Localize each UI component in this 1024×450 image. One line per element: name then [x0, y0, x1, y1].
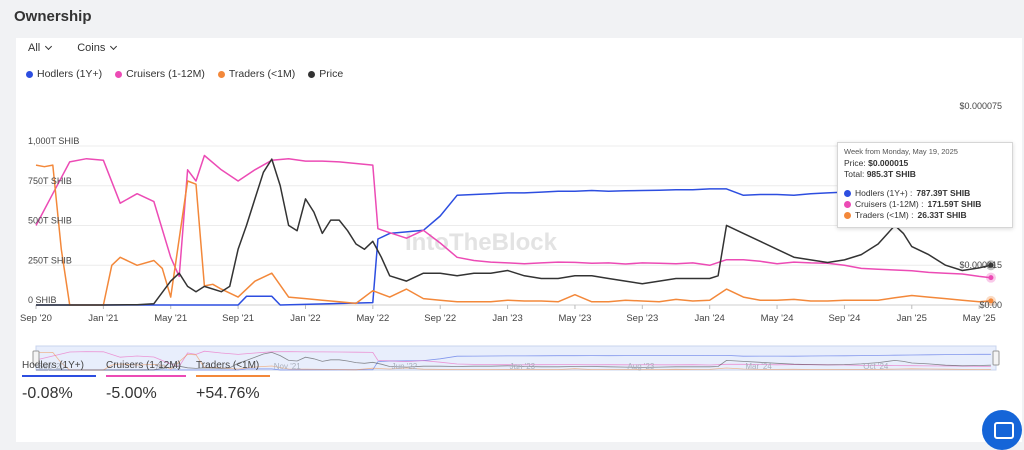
x-tick-label: May '22	[356, 313, 389, 324]
navigator-line	[36, 351, 991, 371]
tooltip-row-value: 26.33T SHIB	[917, 210, 967, 220]
x-tick-label: Jan '22	[290, 313, 320, 324]
y-left-tick-label: 0 SHIB	[28, 295, 57, 305]
chat-support-button[interactable]	[982, 410, 1022, 450]
tooltip-total: Total: 985.3T SHIB	[844, 169, 1006, 180]
navigator-line	[35, 351, 991, 371]
stat-cruisers: Cruisers (1-12M) -5.00%	[106, 360, 186, 403]
stat-hodlers: Hodlers (1Y+) -0.08%	[22, 360, 96, 403]
unit-filter-dropdown[interactable]: Coins	[77, 42, 118, 54]
navigator-label: Nov '21	[274, 362, 301, 371]
y-left-tick-label: 500T SHIB	[28, 216, 72, 226]
x-tick-label: Jan '23	[492, 313, 522, 324]
legend-dot-icon	[217, 70, 225, 78]
navigator-handle	[992, 350, 1000, 366]
navigator-handle	[32, 350, 40, 366]
stat-traders: Traders (<1M) +54.76%	[196, 360, 270, 403]
series-line-cruisers	[35, 154, 991, 279]
y-right-tick-label: $0.00	[979, 300, 1002, 310]
watermark-text: IntoTheBlock	[405, 229, 558, 256]
legend-label: Hodlers (1Y+)	[37, 68, 103, 80]
x-tick-label: Sep '24	[828, 313, 860, 324]
x-tick-label: Jan '21	[88, 313, 118, 324]
stat-label: Traders (<1M)	[196, 360, 270, 377]
unit-filter-label: Coins	[77, 42, 106, 54]
tooltip-row-label: Hodlers (1Y+) :	[855, 188, 913, 198]
filters-bar: All Coins	[28, 42, 118, 54]
tooltip-row-hodlers: Hodlers (1Y+) : 787.39T SHIB	[844, 188, 1006, 199]
stat-value: -0.08%	[22, 385, 73, 402]
tooltip-price: Price: $0.000015	[844, 158, 1006, 169]
navigator-label: Aug '23	[627, 362, 654, 371]
page-title: Ownership	[14, 8, 92, 25]
legend-item-price[interactable]: Price	[308, 68, 343, 80]
asset-filter-label: All	[28, 42, 41, 54]
y-left-tick-label: 1,000T SHIB	[28, 136, 79, 146]
legend-label: Traders (<1M)	[228, 68, 296, 80]
x-tick-label: Sep '20	[20, 313, 52, 324]
navigator-label: Oct '24	[863, 362, 889, 371]
stat-value: -5.00%	[106, 385, 157, 402]
x-tick-label: Jan '25	[897, 313, 927, 324]
navigator-label: Jun '22	[392, 362, 418, 371]
tooltip-total-label: Total:	[844, 169, 865, 179]
tooltip-row-value: 787.39T SHIB	[916, 188, 971, 198]
tooltip-total-value: 985.3T SHIB	[866, 169, 916, 179]
tooltip-price-value: $0.000015	[868, 158, 909, 168]
x-tick-label: Sep '21	[222, 313, 254, 324]
series-line-price	[36, 158, 992, 306]
navigator-label: Mar '24	[745, 362, 772, 371]
legend-dot-icon	[115, 70, 123, 78]
legend-item-cruisers[interactable]: Cruisers (1-12M)	[115, 68, 205, 80]
navigator-label: Apr '21	[156, 362, 182, 371]
legend-dot-icon	[26, 70, 33, 78]
y-left-tick-label: 250T SHIB	[28, 255, 72, 265]
x-tick-label: Sep '22	[424, 313, 456, 324]
legend-dot-icon	[308, 70, 316, 78]
tooltip-price-label: Price:	[844, 158, 866, 168]
stat-label: Cruisers (1-12M)	[106, 360, 186, 377]
tooltip-row-label: Cruisers (1-12M) :	[855, 199, 924, 209]
series-dot-icon	[844, 212, 851, 219]
x-tick-label: May '21	[154, 313, 187, 324]
stat-value: +54.76%	[196, 385, 260, 402]
series-end-point	[988, 275, 994, 281]
navigator-line	[36, 353, 991, 371]
x-tick-label: Jan '24	[695, 313, 725, 324]
tooltip-row-label: Traders (<1M) :	[855, 210, 914, 220]
y-left-tick-label: 750T SHIB	[28, 176, 72, 186]
tooltip-week: Week from Monday, May 19, 2025	[844, 147, 958, 156]
series-dot-icon	[844, 190, 851, 197]
navigator-label: Sep '20	[38, 362, 65, 371]
x-tick-label: Sep '23	[626, 313, 658, 324]
legend-item-hodlers[interactable]: Hodlers (1Y+)	[26, 68, 102, 80]
tooltip-row-traders: Traders (<1M) : 26.33T SHIB	[844, 210, 1006, 221]
x-tick-label: May '25	[963, 313, 996, 324]
navigator-label: Jan '23	[510, 362, 536, 371]
change-stats: Hodlers (1Y+) -0.08% Cruisers (1-12M) -5…	[22, 360, 270, 403]
asset-filter-dropdown[interactable]: All	[28, 42, 53, 54]
legend-label: Price	[319, 68, 344, 80]
y-right-tick-label: $0.000075	[959, 101, 1002, 111]
series-end-point	[988, 262, 994, 268]
legend-item-traders[interactable]: Traders (<1M)	[217, 68, 296, 80]
stat-label: Hodlers (1Y+)	[22, 360, 96, 377]
y-right-tick-label: $0.000015	[959, 260, 1002, 270]
ownership-card: All Coins Hodlers (1Y+) Cruisers (1-12M)…	[16, 38, 1022, 442]
tooltip-row-value: 171.59T SHIB	[927, 199, 982, 209]
tooltip-row-cruisers: Cruisers (1-12M) : 171.59T SHIB	[844, 199, 1006, 210]
ownership-chart[interactable]: IntoTheBlock 0 SHIB 250T SHIB 500T SHIB 750…	[16, 38, 1022, 378]
series-line-traders	[35, 164, 991, 306]
chart-legend: Hodlers (1Y+) Cruisers (1-12M) Traders (…	[26, 68, 343, 80]
x-tick-label: May '23	[558, 313, 591, 324]
x-tick-label: May '24	[761, 313, 794, 324]
series-dot-icon	[844, 201, 851, 208]
legend-label: Cruisers (1-12M)	[126, 68, 205, 80]
series-end-point	[988, 298, 994, 304]
chart-tooltip: Week from Monday, May 19, 2025 Price: $0…	[837, 142, 1013, 228]
